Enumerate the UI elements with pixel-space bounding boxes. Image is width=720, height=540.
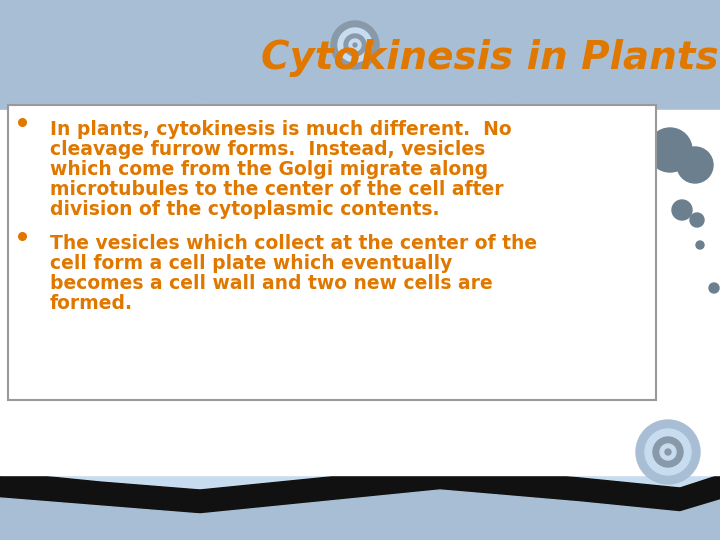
Circle shape: [353, 43, 357, 47]
FancyBboxPatch shape: [8, 105, 656, 400]
Circle shape: [672, 200, 692, 220]
Circle shape: [665, 449, 671, 455]
Circle shape: [660, 444, 676, 460]
Circle shape: [653, 437, 683, 467]
Circle shape: [338, 28, 372, 62]
Circle shape: [696, 241, 704, 249]
Circle shape: [648, 128, 692, 172]
Text: cell form a cell plate which eventually: cell form a cell plate which eventually: [50, 254, 452, 273]
Text: which come from the Golgi migrate along: which come from the Golgi migrate along: [50, 160, 488, 179]
Text: Cytokinesis in Plants: Cytokinesis in Plants: [261, 39, 719, 77]
Circle shape: [331, 21, 379, 69]
Text: The vesicles which collect at the center of the: The vesicles which collect at the center…: [50, 234, 537, 253]
Circle shape: [677, 147, 713, 183]
Circle shape: [636, 420, 700, 484]
Text: division of the cytoplasmic contents.: division of the cytoplasmic contents.: [50, 200, 439, 219]
Text: microtubules to the center of the cell after: microtubules to the center of the cell a…: [50, 180, 503, 199]
Text: In plants, cytokinesis is much different.  No: In plants, cytokinesis is much different…: [50, 120, 512, 139]
Circle shape: [645, 429, 691, 475]
Circle shape: [344, 34, 366, 56]
Text: cleavage furrow forms.  Instead, vesicles: cleavage furrow forms. Instead, vesicles: [50, 140, 485, 159]
Circle shape: [709, 283, 719, 293]
Circle shape: [349, 39, 361, 51]
Text: formed.: formed.: [50, 294, 133, 313]
Text: becomes a cell wall and two new cells are: becomes a cell wall and two new cells ar…: [50, 274, 492, 293]
Circle shape: [690, 213, 704, 227]
